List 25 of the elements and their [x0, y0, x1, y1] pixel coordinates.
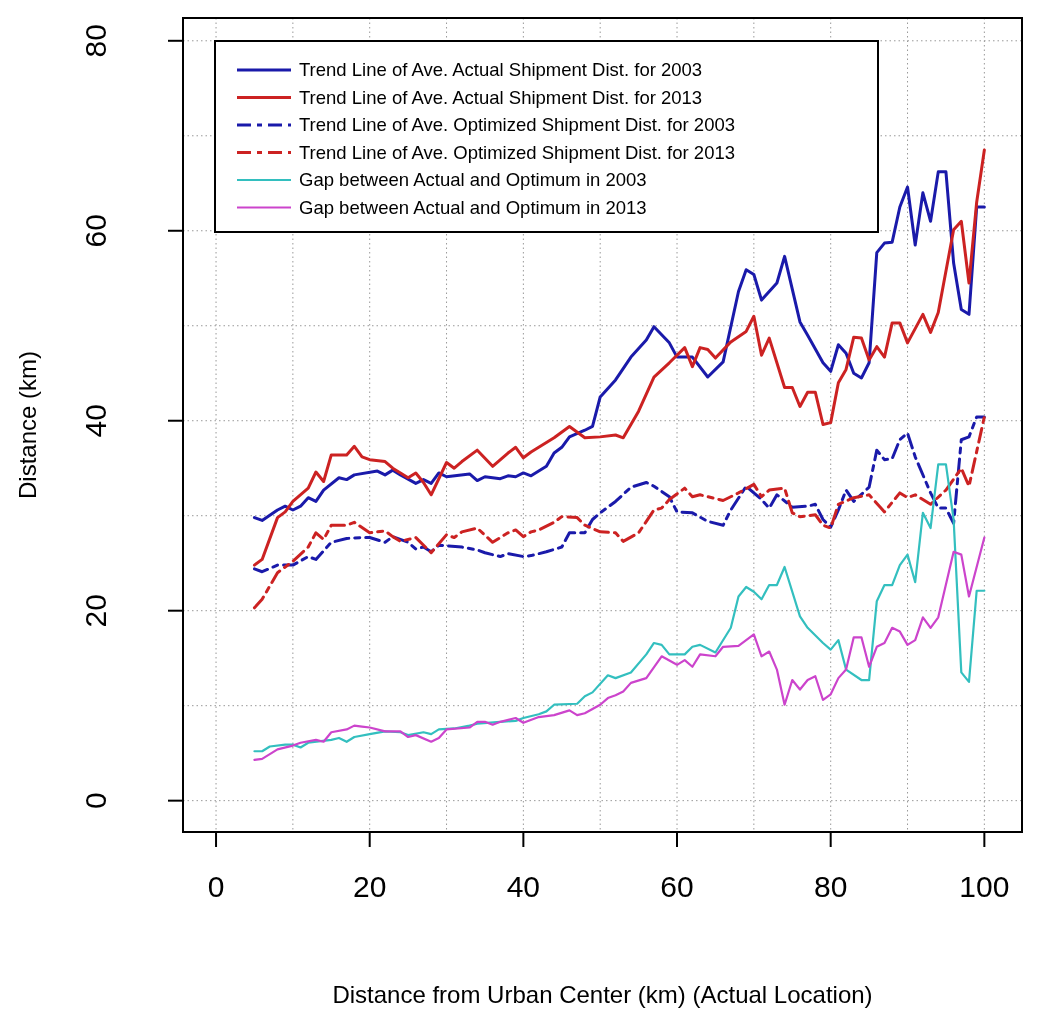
x-axis-title: Distance from Urban Center (km) (Actual Location) [332, 981, 873, 1008]
line-series [252, 148, 986, 567]
line-series [253, 463, 986, 753]
y-tick-label: 40 [79, 404, 112, 438]
y-tick-label: 60 [79, 214, 112, 248]
x-tick-label: 40 [506, 870, 541, 903]
legend-label: Gap between Actual and Optimum in 2003 [299, 169, 647, 190]
legend-label: Trend Line of Ave. Actual Shipment Dist. for 2013 [299, 86, 703, 108]
y-axis-title: Distance (km) [14, 350, 41, 500]
line-series [252, 415, 986, 610]
x-tick-label: 100 [959, 870, 1010, 903]
y-tick-label: 20 [79, 594, 112, 628]
line-series [252, 415, 986, 574]
x-tick-label: 20 [353, 870, 387, 903]
line-series [252, 170, 986, 522]
legend-label: Trend Line of Ave. Optimized Shipment Dist. for 2003 [299, 114, 736, 135]
legend-label: Trend Line of Ave. Actual Shipment Dist. for 2003 [299, 59, 703, 80]
line-series [253, 536, 986, 761]
legend-label: Trend Line of Ave. Optimized Shipment Dist. for 2013 [299, 141, 736, 163]
legend-label: Gap between Actual and Optimum in 2013 [299, 196, 647, 218]
x-tick-label: 80 [814, 870, 848, 903]
y-tick-label: 80 [79, 24, 112, 58]
x-tick-label: 60 [660, 870, 694, 903]
y-tick-label: 0 [79, 792, 112, 809]
x-tick-label: 0 [207, 870, 225, 903]
